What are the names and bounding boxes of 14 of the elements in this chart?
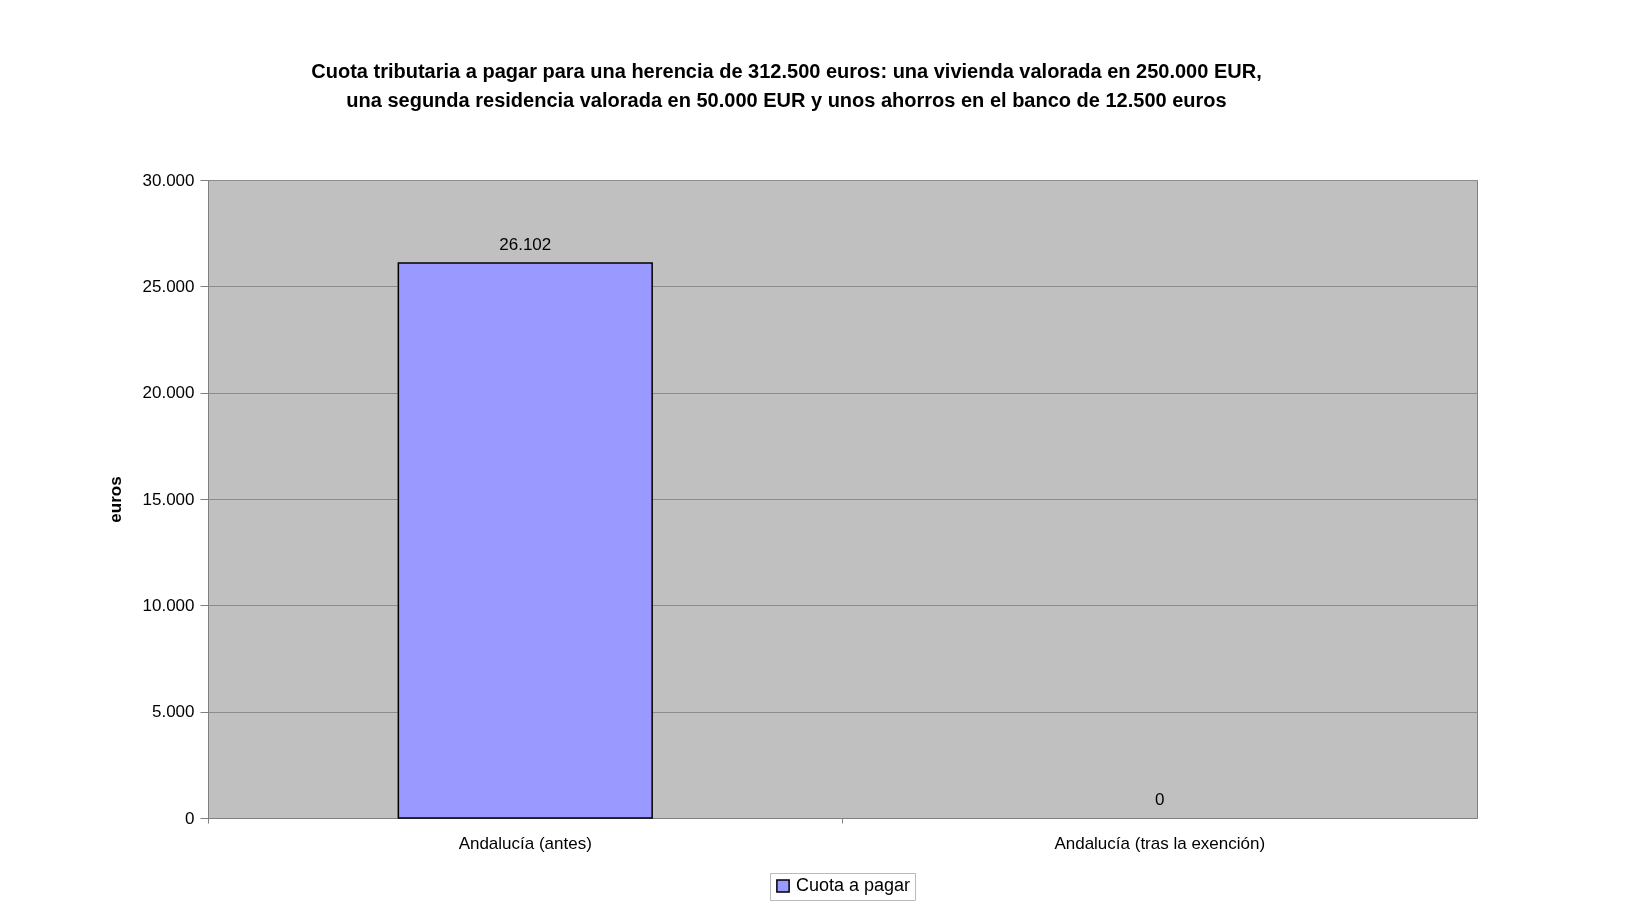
y-tick-label: 10.000 [142,595,195,615]
y-axis-title: euros [105,476,125,523]
chart-title: Cuota tributaria a pagar para una herencia de 312.500 euros: una vivienda valorada en 250.000 EUR, una segunda residencia valorada en 50.000 EUR y unos ahorros en el banco de 12.500 euros [311,60,1262,111]
y-tick-label: 25.000 [142,276,195,296]
y-tick-label: 30.000 [142,170,195,190]
x-tick-label: Andalucía (antes) [458,833,592,853]
y-tick-label: 5.000 [151,702,195,722]
x-tick-label: Andalucía (tras la exención) [1054,833,1266,853]
y-tick-label: 20.000 [142,383,195,403]
y-tick-label: 15.000 [142,489,195,509]
data-label: 26.102 [499,234,552,254]
legend-label: Cuota a pagar [796,875,911,895]
y-tick-label: 0 [185,808,195,828]
data-label: 0 [1155,790,1165,809]
